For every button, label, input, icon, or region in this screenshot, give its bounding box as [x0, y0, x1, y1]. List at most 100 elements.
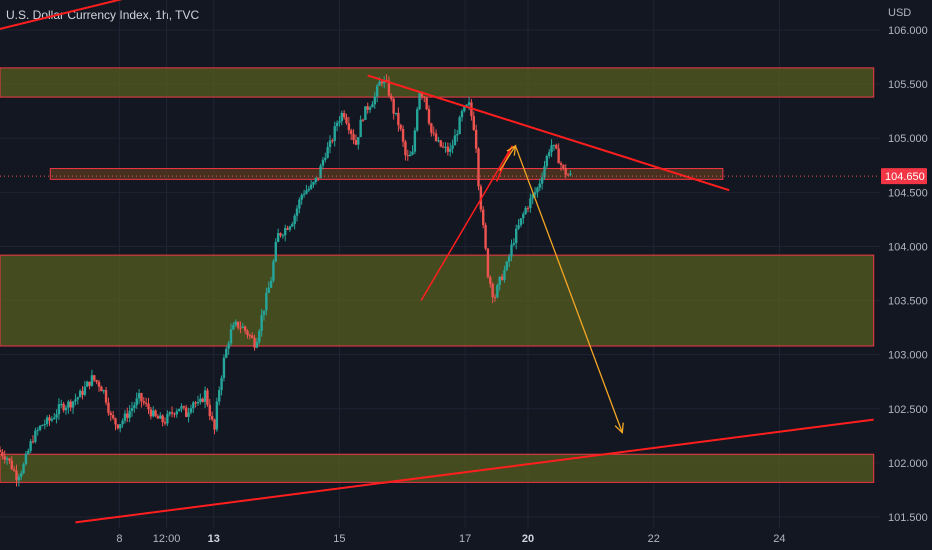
candle-body — [8, 458, 11, 461]
candle-body — [408, 154, 412, 157]
candle-body — [375, 85, 379, 97]
candle-body — [524, 207, 527, 214]
candle-body — [368, 107, 372, 110]
candle-body — [284, 228, 287, 236]
candle-body — [397, 112, 400, 126]
candle-body — [291, 224, 294, 227]
candle-body — [243, 326, 247, 331]
candle-body — [557, 148, 560, 164]
candle-body — [90, 375, 94, 386]
candle-body — [114, 418, 117, 425]
candle-body — [229, 329, 233, 344]
candle-body — [404, 141, 407, 156]
candle-body — [177, 408, 181, 412]
candle-body — [399, 125, 402, 129]
descending-trendline[interactable] — [367, 74, 730, 192]
candle-body — [477, 148, 480, 187]
candle-body — [137, 393, 141, 399]
candle-body — [314, 177, 318, 182]
candle-body — [512, 242, 516, 245]
candle-body — [302, 193, 306, 195]
candle-body — [411, 151, 414, 155]
x-tick-label: 13 — [208, 533, 220, 545]
candle-body — [234, 321, 237, 326]
candle-body — [71, 401, 75, 408]
candle-body — [239, 327, 242, 329]
candle-body — [331, 140, 334, 142]
candle-body — [300, 194, 303, 200]
candle-body — [472, 116, 475, 130]
candle-body — [50, 418, 54, 421]
candle-body — [60, 403, 63, 405]
zone-0 — [0, 67, 875, 98]
candle-body — [298, 199, 301, 209]
candle-body — [36, 429, 39, 431]
x-tick-label: 8 — [116, 533, 122, 545]
candle-body — [498, 276, 501, 286]
candle-body — [317, 177, 320, 179]
candle-body — [152, 410, 155, 417]
candle-body — [0, 449, 2, 452]
candle-body — [192, 402, 195, 409]
candle-body — [493, 297, 497, 299]
time-axis — [0, 528, 932, 550]
candle-body — [543, 166, 546, 178]
candle-body — [206, 390, 209, 405]
candle-body — [29, 441, 32, 451]
candle-body — [107, 402, 110, 413]
candle-body — [545, 155, 549, 167]
candle-body — [276, 233, 280, 243]
candle-body — [406, 155, 409, 157]
candle-body — [116, 424, 120, 429]
candle-body — [255, 341, 259, 348]
candle-body — [510, 244, 513, 257]
projection-down-arrow[interactable] — [514, 145, 623, 433]
candle-body — [215, 401, 219, 430]
candle-body — [387, 80, 391, 96]
candle-body — [536, 187, 539, 193]
candle-body — [88, 381, 91, 386]
candle-body — [140, 393, 143, 402]
candle-body — [281, 235, 285, 237]
candle-body — [78, 390, 82, 398]
candle-body — [550, 145, 553, 153]
candle-body — [265, 293, 268, 311]
candle-body — [328, 140, 332, 148]
candle-body — [413, 130, 417, 152]
candle-body — [319, 165, 322, 179]
candle-body — [227, 343, 230, 349]
candle-body — [210, 416, 214, 420]
candle-body — [552, 144, 556, 146]
candle-body — [121, 420, 124, 425]
candle-body — [154, 410, 157, 417]
candle-body — [95, 380, 98, 382]
candle-body — [503, 270, 506, 280]
candle-body — [562, 164, 565, 169]
candle-body — [147, 403, 150, 410]
candle-body — [564, 168, 567, 175]
candle-body — [538, 183, 541, 188]
top-left-line[interactable] — [0, 0, 195, 30]
candle-body — [486, 248, 490, 278]
candle-body — [218, 390, 221, 402]
candle-body — [24, 453, 28, 465]
candle-body — [128, 410, 131, 418]
y-tick-label: 105.000 — [888, 133, 928, 145]
candle-body — [269, 280, 273, 288]
candle-body — [220, 377, 223, 391]
ascending-support-line[interactable] — [75, 418, 874, 524]
y-tick-label: 104.000 — [888, 241, 928, 253]
candle-body — [253, 337, 256, 348]
x-tick-label: 22 — [648, 533, 660, 545]
candle-body — [392, 98, 395, 114]
candle-body — [357, 137, 360, 145]
candle-body — [361, 119, 365, 121]
candle-body — [196, 402, 200, 404]
wedge-lower-line[interactable] — [420, 145, 513, 301]
candle-body — [187, 412, 190, 417]
projection-up-arrow[interactable] — [499, 145, 516, 172]
candle-body — [45, 417, 49, 425]
candle-body — [474, 129, 478, 149]
candle-body — [201, 398, 204, 402]
